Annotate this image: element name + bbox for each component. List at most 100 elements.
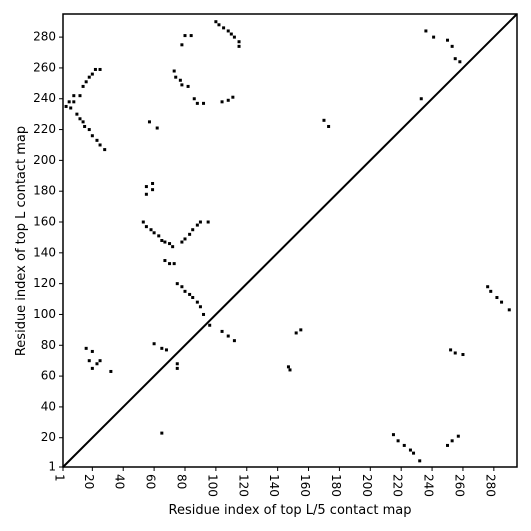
contact-point <box>237 40 241 44</box>
contact-point <box>109 369 113 373</box>
contact-point <box>98 67 102 71</box>
contact-point <box>168 242 172 246</box>
contact-point <box>453 57 457 61</box>
y-tick-label: 1 <box>48 460 56 474</box>
contact-point <box>418 459 422 463</box>
plot-frame <box>62 13 518 468</box>
contact-point <box>180 83 184 87</box>
contact-point <box>286 365 290 369</box>
contact-point <box>450 439 454 443</box>
contact-point <box>191 296 195 300</box>
contact-point <box>103 148 107 152</box>
x-axis-label: Residue index of top L/5 contact map <box>169 503 412 518</box>
contact-point <box>93 67 97 71</box>
contact-point <box>72 94 76 98</box>
y-tick-label: 180 <box>33 184 56 198</box>
contact-point <box>226 29 230 33</box>
contact-point <box>288 368 292 372</box>
contact-point <box>231 95 235 99</box>
contact-point <box>149 228 153 232</box>
contact-point <box>208 323 212 327</box>
contact-point <box>229 32 233 36</box>
contact-point <box>461 353 465 357</box>
contact-point <box>188 292 192 296</box>
contact-point <box>98 143 102 147</box>
contact-point <box>141 220 145 224</box>
contact-point <box>183 237 187 241</box>
contact-point <box>453 351 457 355</box>
y-tick-label: 60 <box>41 369 56 383</box>
contact-point <box>486 285 490 289</box>
contact-point <box>81 84 85 88</box>
contact-point <box>90 134 94 138</box>
contact-point <box>327 124 331 128</box>
y-tick-label: 280 <box>33 30 56 44</box>
contact-point <box>172 262 176 266</box>
contact-point <box>192 97 196 101</box>
contact-point <box>500 300 504 304</box>
contact-point <box>160 431 164 435</box>
contact-point <box>237 44 241 48</box>
contact-point <box>144 185 148 189</box>
contact-point <box>186 84 190 88</box>
contact-point <box>191 228 195 232</box>
contact-point <box>456 434 460 438</box>
x-tick-label: 280 <box>483 474 497 497</box>
contact-point <box>151 181 155 185</box>
contact-point <box>95 362 99 366</box>
contact-point <box>87 75 91 79</box>
contact-point <box>152 231 156 235</box>
x-tick-label: 260 <box>452 474 466 497</box>
contact-point <box>84 80 88 84</box>
contact-point <box>151 188 155 192</box>
contact-point <box>172 69 176 73</box>
contact-point <box>163 240 167 244</box>
contact-point <box>299 328 303 332</box>
contact-point <box>507 308 511 312</box>
contact-point <box>144 225 148 229</box>
y-tick-label: 120 <box>33 276 56 290</box>
x-tick-label: 140 <box>267 474 281 497</box>
contact-point <box>220 329 224 333</box>
contact-point <box>160 346 164 350</box>
y-tick-label: 100 <box>33 307 56 321</box>
contact-point <box>178 78 182 82</box>
contact-point <box>175 282 179 286</box>
contact-point <box>83 124 87 128</box>
contact-point <box>69 106 73 110</box>
contact-point <box>72 100 76 104</box>
contact-point <box>188 232 192 236</box>
contact-point <box>81 120 85 124</box>
contact-point <box>75 112 79 116</box>
contact-point <box>226 98 230 102</box>
contact-point <box>220 100 224 104</box>
contact-point <box>90 349 94 353</box>
y-tick-label: 40 <box>41 399 56 413</box>
contact-point <box>198 220 202 224</box>
contact-point <box>64 104 68 108</box>
contact-point <box>144 192 148 196</box>
contact-point <box>294 331 298 335</box>
contact-point <box>90 366 94 370</box>
contact-point <box>419 97 423 101</box>
contact-point <box>391 433 395 437</box>
contact-point <box>67 100 71 104</box>
contact-point <box>198 305 202 309</box>
contact-point <box>322 118 326 122</box>
contact-point <box>78 117 82 121</box>
contact-point <box>195 101 199 105</box>
contact-point <box>98 359 102 363</box>
contact-point <box>147 120 151 124</box>
y-tick-label: 80 <box>41 338 56 352</box>
contact-point <box>87 359 91 363</box>
contact-point <box>183 289 187 293</box>
contact-point <box>164 348 168 352</box>
contact-point <box>495 296 499 300</box>
contact-point <box>90 72 94 76</box>
contact-point <box>206 220 210 224</box>
x-tick-label: 180 <box>329 474 343 497</box>
contact-point <box>232 35 236 39</box>
contact-point <box>202 312 206 316</box>
contact-point <box>432 35 436 39</box>
